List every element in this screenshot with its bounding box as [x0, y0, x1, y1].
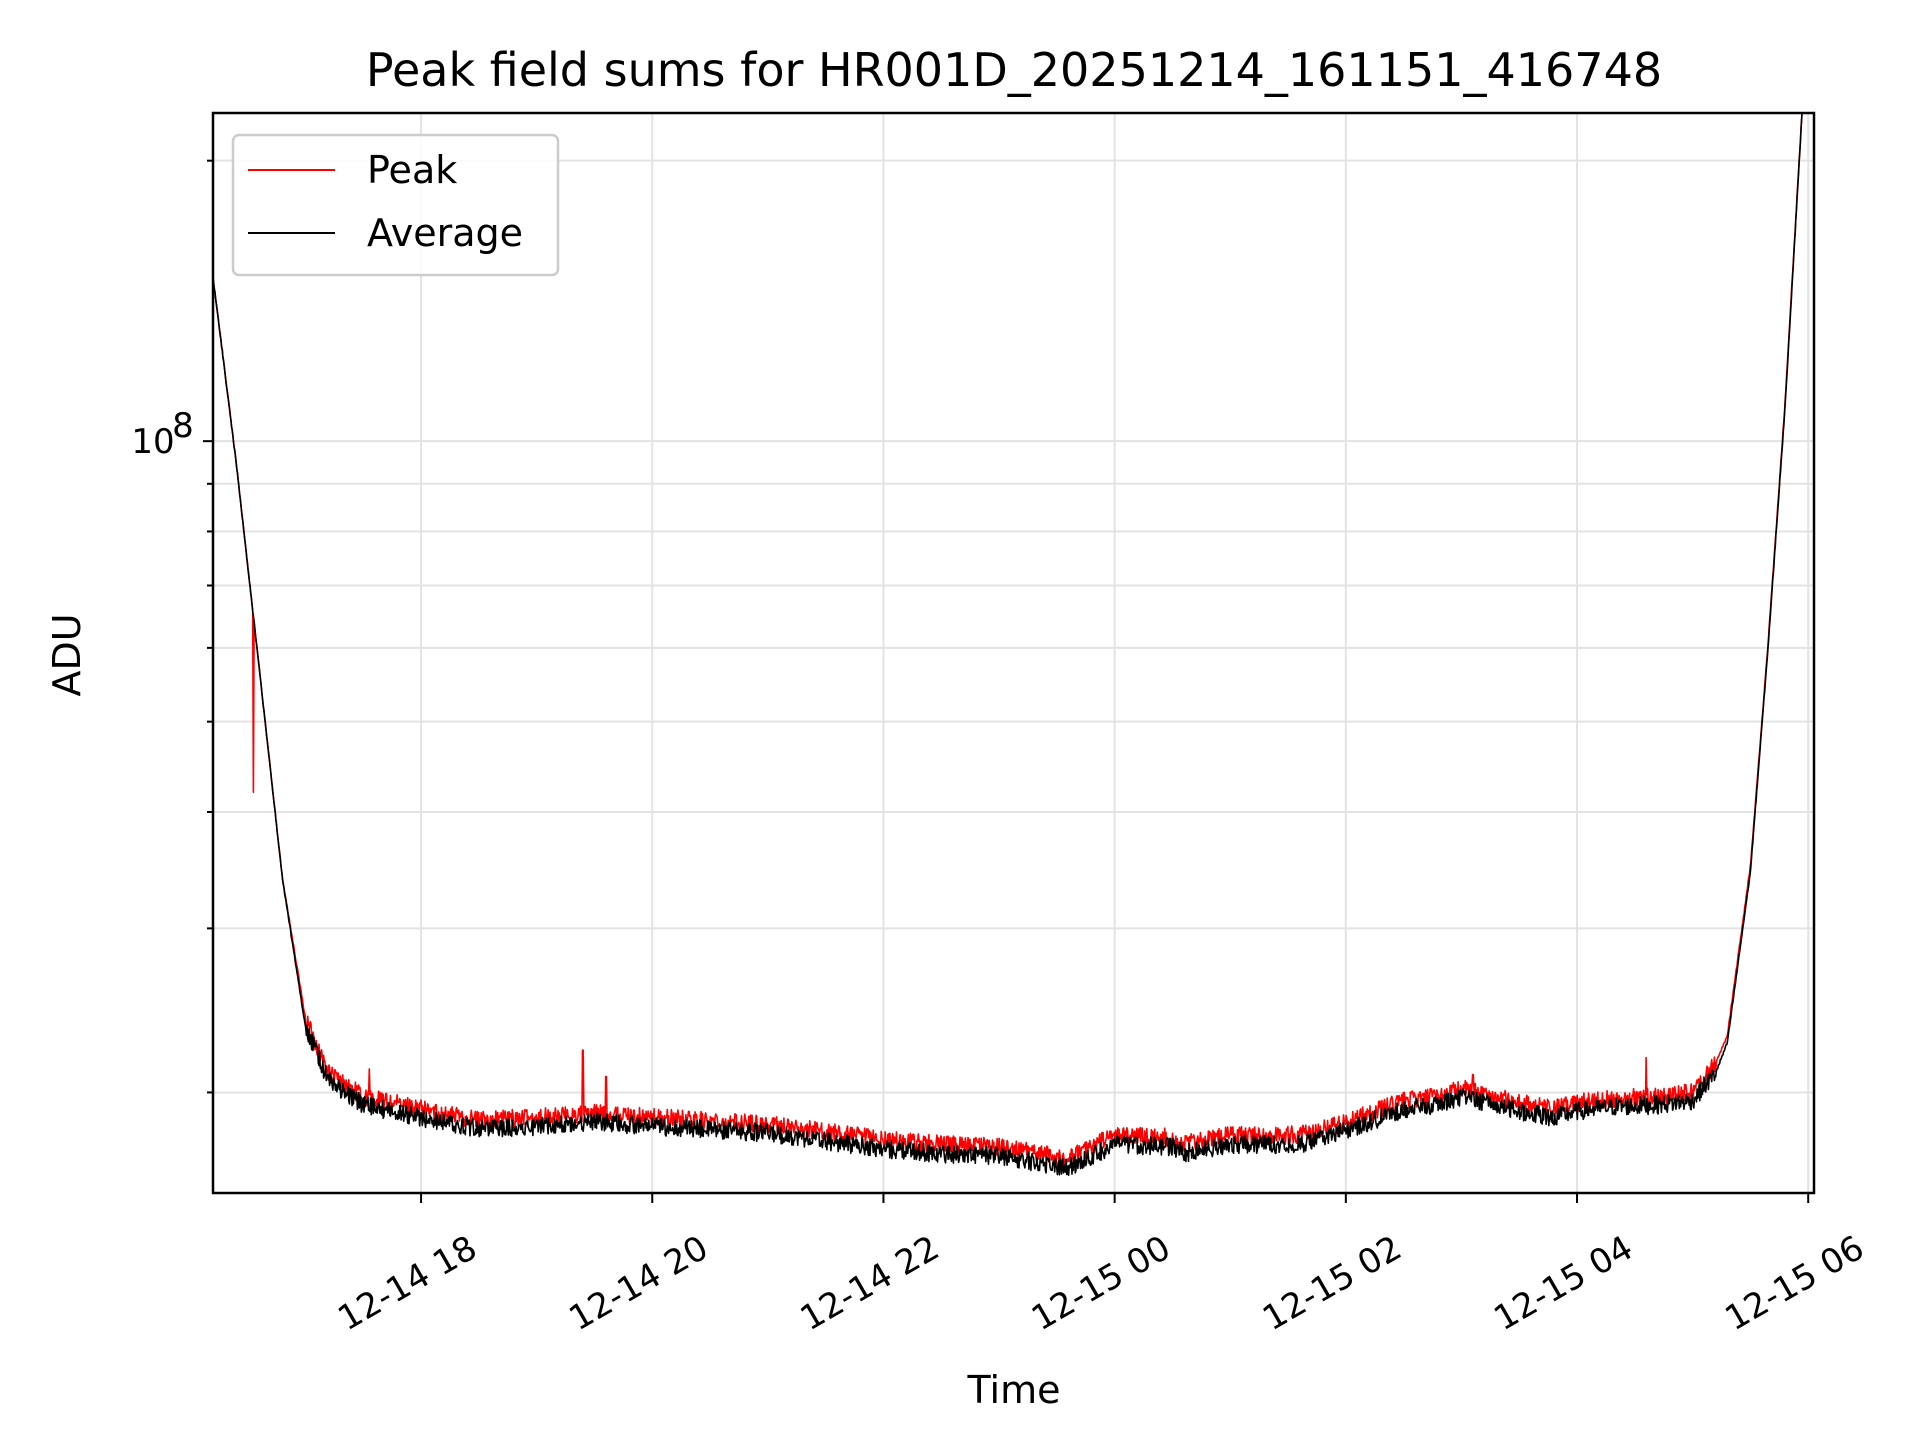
plot-frame [211, 111, 1816, 1195]
x-axis-label: Time [967, 1368, 1061, 1412]
legend-label-average: Average [367, 211, 523, 255]
chart-title: Peak field sums for HR001D_20251214_1611… [366, 43, 1662, 97]
legend: Peak Average [231, 133, 560, 277]
grid-layer [213, 113, 1814, 1193]
y-tick-label-base: 10 [131, 422, 174, 462]
legend-label-peak: Peak [367, 148, 457, 192]
y-tick-label-exponent: 8 [172, 406, 194, 446]
series-line-average [213, 113, 1803, 1177]
series-layer [213, 113, 1803, 1177]
y-axis-label: ADU [45, 613, 89, 696]
